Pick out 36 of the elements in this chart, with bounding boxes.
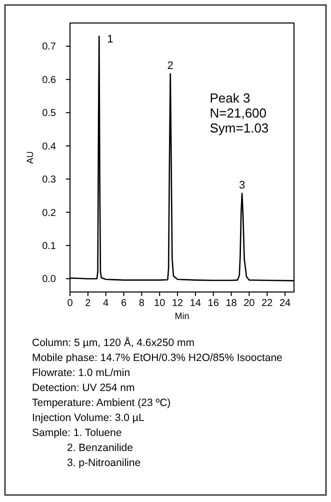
x-tick-label: 12: [172, 298, 184, 309]
x-tick-label: 16: [208, 298, 220, 309]
text: Flowrate: 1.0 mL/min: [32, 367, 130, 379]
text: Sample: 1. Toluene: [32, 427, 122, 439]
text: 2. Benzanilide: [32, 442, 134, 454]
y-tick-label: 0.6: [42, 74, 56, 86]
y-tick-label: 0.3: [42, 174, 56, 186]
y-tick-label: 0.7: [42, 42, 56, 53]
x-tick-label: 24: [279, 298, 292, 309]
x-tick-label: 0: [67, 298, 74, 309]
y-tick-label: 0.2: [42, 208, 56, 219]
annotation: 1: [107, 33, 114, 46]
x-tick-label: 4: [103, 298, 110, 309]
x-tick-label: 20: [244, 298, 256, 309]
annotation: 2: [167, 60, 174, 72]
text: Mobile phase: 14.7% EtOH/0.3% H2O/85% Isooctane: [32, 352, 283, 364]
y-tick-label: 0.5: [42, 108, 56, 120]
x-tick-label: 8: [138, 298, 145, 309]
text: Detection: UV 254 nm: [32, 382, 135, 394]
x-tick-label: 18: [226, 298, 238, 309]
y-tick-label: 0.1: [42, 241, 56, 252]
y-tick-label: 0.0: [42, 274, 56, 286]
text: 3. p-Nitroaniline: [32, 457, 141, 469]
y-tick-label: 0.4: [42, 141, 56, 152]
text: Temperature: Ambient (23 ºC): [32, 397, 171, 409]
annotation: Peak 3 N=21,600 Sym=1.03: [210, 90, 269, 136]
y-axis-title: AU: [25, 151, 35, 164]
x-axis-title: Min: [174, 311, 190, 321]
x-tick-label: 6: [120, 298, 127, 309]
text: Injection Volume: 3.0 µL: [32, 412, 144, 424]
annotation: 3: [238, 179, 246, 192]
x-tick-label: 2: [85, 298, 92, 309]
x-tick-label: 10: [154, 298, 166, 309]
x-tick-label: 22: [262, 298, 274, 309]
text: Column: 5 µm, 120 Å, 4.6x250 mm: [32, 336, 195, 349]
x-tick-label: 14: [190, 298, 202, 309]
